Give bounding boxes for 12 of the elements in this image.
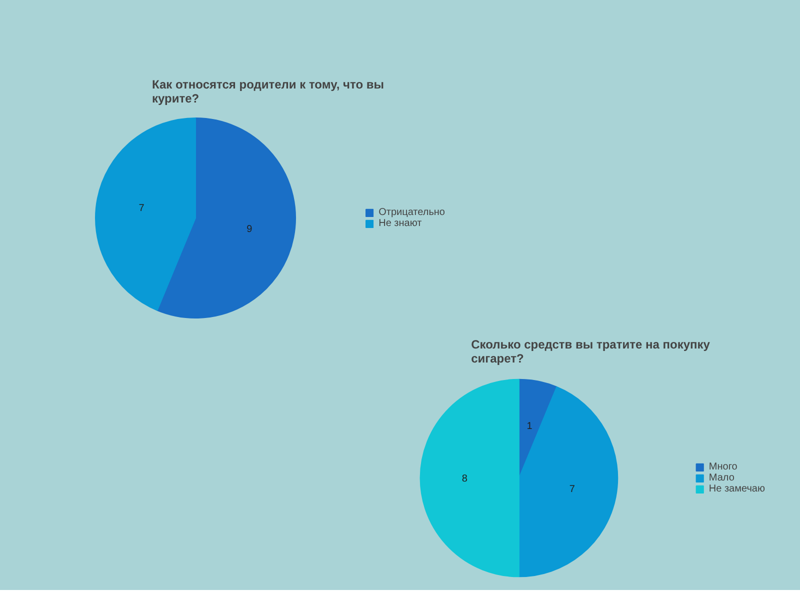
- data-label: 7: [569, 484, 576, 495]
- legend-label: Не замечаю: [708, 483, 765, 494]
- data-label: 9: [246, 224, 253, 235]
- legend-label: Много: [708, 461, 738, 472]
- chart-title: Сколько средств вы тратите на покупку сигарет?: [471, 338, 710, 366]
- legend-label: Не знают: [378, 218, 422, 228]
- data-label: 7: [138, 203, 145, 214]
- chart-title: Как относятся родители к тому, что вы курите?: [152, 78, 384, 106]
- legend-label: Мало: [708, 472, 734, 483]
- data-label: 8: [462, 474, 468, 484]
- data-label: 1: [526, 420, 533, 432]
- legend-label: Отрицательно: [378, 206, 445, 218]
